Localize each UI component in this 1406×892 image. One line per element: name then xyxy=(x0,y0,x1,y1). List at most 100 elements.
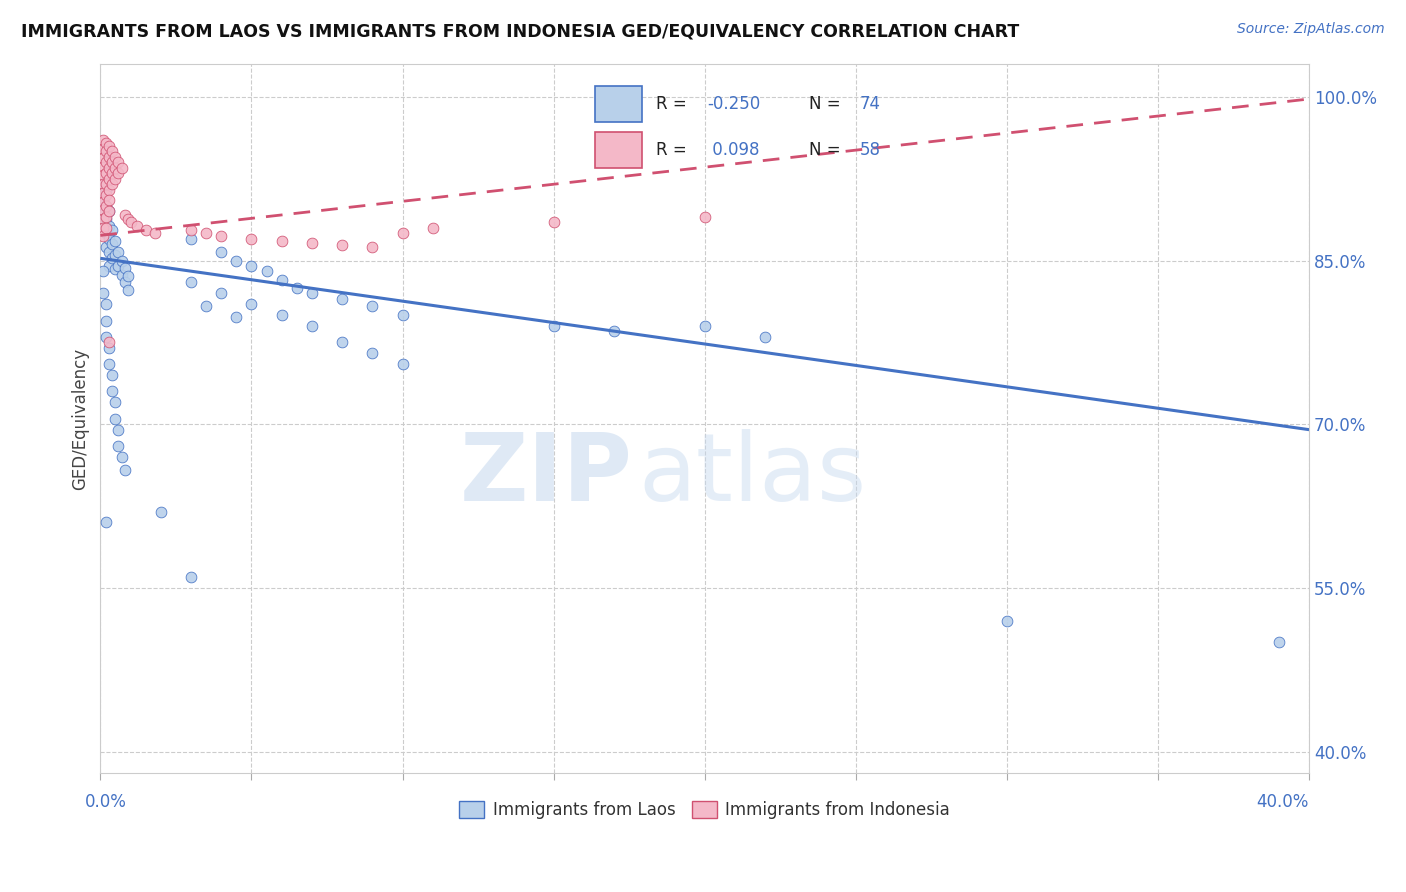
Point xyxy=(93,177,115,191)
Point xyxy=(285,281,308,295)
Point xyxy=(270,234,292,248)
Point xyxy=(93,142,115,156)
Point xyxy=(180,276,202,290)
Point xyxy=(96,210,118,224)
Point xyxy=(391,226,413,240)
Point xyxy=(1268,635,1291,649)
Point xyxy=(209,286,232,301)
Point xyxy=(143,226,166,240)
Point xyxy=(93,186,115,200)
Point xyxy=(995,614,1018,628)
Point xyxy=(301,318,323,333)
Point xyxy=(114,261,136,276)
Point xyxy=(107,259,129,273)
Point xyxy=(543,215,565,229)
Point xyxy=(114,276,136,290)
Point xyxy=(330,238,353,252)
Point xyxy=(93,177,115,191)
Text: ZIP: ZIP xyxy=(460,429,633,522)
Point xyxy=(98,244,121,259)
Point xyxy=(96,297,118,311)
Point xyxy=(180,223,202,237)
Point xyxy=(240,232,263,246)
Point xyxy=(96,313,118,327)
Point xyxy=(543,318,565,333)
Point xyxy=(301,286,323,301)
Point xyxy=(107,155,129,169)
Point xyxy=(98,194,121,208)
Point xyxy=(422,220,444,235)
Text: 40.0%: 40.0% xyxy=(1257,793,1309,811)
Point xyxy=(391,357,413,371)
Point xyxy=(101,145,124,159)
Point xyxy=(301,235,323,250)
Point xyxy=(104,248,127,262)
Point xyxy=(96,226,118,240)
Point xyxy=(93,169,115,183)
Point xyxy=(93,220,115,235)
Point xyxy=(93,212,115,227)
Point xyxy=(96,166,118,180)
Point xyxy=(101,384,124,399)
Point xyxy=(96,199,118,213)
Point xyxy=(361,240,384,254)
Point xyxy=(96,145,118,159)
Point xyxy=(603,325,626,339)
Point xyxy=(93,206,115,220)
Point xyxy=(101,223,124,237)
Point xyxy=(98,335,121,350)
Point xyxy=(330,335,353,350)
Text: atlas: atlas xyxy=(638,429,866,522)
Point xyxy=(101,166,124,180)
Point xyxy=(693,318,716,333)
Point xyxy=(104,161,127,175)
Point xyxy=(93,133,115,147)
Point xyxy=(96,220,118,235)
Point xyxy=(270,308,292,322)
Point xyxy=(110,161,132,175)
Point xyxy=(96,177,118,191)
Point xyxy=(195,299,218,313)
Point xyxy=(149,504,172,518)
Point xyxy=(209,244,232,259)
Point xyxy=(693,210,716,224)
Point xyxy=(101,252,124,266)
Point xyxy=(93,220,115,235)
Point xyxy=(209,229,232,244)
Point xyxy=(117,268,139,283)
Point xyxy=(98,259,121,273)
Point xyxy=(114,463,136,477)
Point xyxy=(114,208,136,222)
Point xyxy=(117,283,139,297)
Point xyxy=(96,199,118,213)
Point xyxy=(256,264,278,278)
Point xyxy=(98,204,121,219)
Point xyxy=(180,232,202,246)
Point xyxy=(110,253,132,268)
Point xyxy=(120,215,142,229)
Point xyxy=(98,341,121,355)
Point xyxy=(93,160,115,174)
Point xyxy=(93,286,115,301)
Point xyxy=(93,229,115,244)
Point xyxy=(104,262,127,277)
Point xyxy=(96,330,118,344)
Point xyxy=(104,234,127,248)
Point xyxy=(96,136,118,150)
Point xyxy=(135,223,157,237)
Point xyxy=(754,330,776,344)
Point xyxy=(96,155,118,169)
Point xyxy=(330,292,353,306)
Point xyxy=(104,171,127,186)
Point xyxy=(110,268,132,282)
Point xyxy=(107,244,129,259)
Point xyxy=(240,259,263,273)
Text: Source: ZipAtlas.com: Source: ZipAtlas.com xyxy=(1237,22,1385,37)
Point xyxy=(107,423,129,437)
Point xyxy=(98,183,121,197)
Text: 0.0%: 0.0% xyxy=(86,793,127,811)
Point xyxy=(98,232,121,246)
Point xyxy=(96,188,118,202)
Point xyxy=(93,194,115,208)
Point xyxy=(101,237,124,252)
